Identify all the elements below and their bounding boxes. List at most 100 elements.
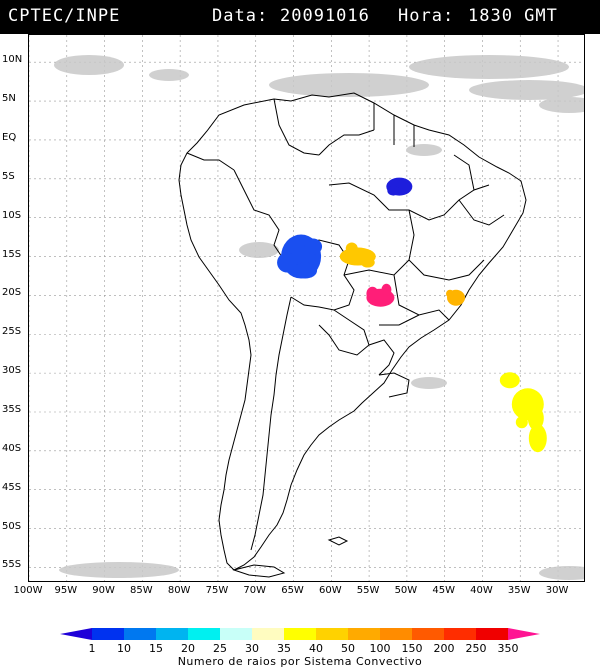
colorbar-segment [92, 628, 125, 640]
institution-label: CPTEC/INPE [8, 6, 121, 26]
storm-cells [277, 177, 547, 453]
colorbar-tick-label: 25 [213, 642, 227, 655]
colorbar-segment [284, 628, 317, 640]
cloud-cover [54, 55, 584, 580]
colorbar-tick-label: 30 [245, 642, 259, 655]
graticule [29, 35, 584, 581]
colorbar-tick-label: 50 [341, 642, 355, 655]
storm-blob [499, 372, 520, 389]
colorbar-tick-label: 1 [88, 642, 96, 655]
date-label: Data: [212, 6, 269, 26]
longitude-label: 60W [318, 585, 342, 596]
storm-blob [360, 257, 375, 268]
storm-magenta-mato-grosso-sul [366, 283, 395, 307]
colorbar-segment [252, 628, 285, 640]
longitude-label: 55W [356, 585, 380, 596]
latitude-label: 50S [2, 520, 22, 532]
time-value: 1830 GMT [468, 6, 558, 26]
latitude-label: 15S [2, 248, 22, 260]
colorbar-segment [476, 628, 509, 640]
border-paraguay [318, 309, 370, 356]
border-uruguay [378, 372, 410, 398]
colorbar-segment [124, 628, 157, 640]
colorbar-segment [348, 628, 381, 640]
latitude-label: 25S [2, 326, 22, 338]
latitude-label: 5N [2, 93, 16, 105]
longitude-label: 30W [545, 585, 569, 596]
colorbar-tick-label: 40 [309, 642, 323, 655]
border-argentina-brazil [368, 339, 395, 376]
border-peru-brazil [233, 169, 285, 261]
latitude-label: 20S [2, 287, 22, 299]
colorbar-tick-label: 10 [117, 642, 131, 655]
border-colombia-venezuela [273, 98, 320, 156]
storm-blob [387, 185, 400, 196]
latitude-label: 45S [2, 481, 22, 493]
longitude-label: 100W [13, 585, 43, 596]
storm-blob [527, 406, 544, 431]
longitude-label: 40W [470, 585, 493, 596]
storm-blob [446, 289, 455, 298]
longitude-label: 90W [92, 585, 115, 596]
storm-yellow-atlantic [499, 372, 547, 453]
date-value: 20091016 [280, 6, 370, 26]
storm-blob [293, 262, 318, 279]
time-label: Hora: [398, 6, 455, 26]
colorbar-segment [156, 628, 189, 640]
colorbar-segment [508, 628, 540, 640]
storm-blob [515, 416, 528, 429]
border-venezuela-brazil [318, 129, 375, 156]
colorbar-segment [316, 628, 349, 640]
storm-blob [528, 424, 547, 453]
colorbar [60, 628, 540, 640]
colorbar-segment [60, 628, 92, 640]
colorbar-tick-label: 250 [465, 642, 487, 655]
longitude-label: 45W [432, 585, 455, 596]
map-panel [28, 34, 585, 582]
longitude-label: 85W [130, 585, 153, 596]
latitude-label: 40S [2, 442, 22, 454]
south-america-coastline [178, 92, 527, 571]
longitude-label: 50W [394, 585, 418, 596]
border-guianas [373, 103, 415, 147]
colorbar-caption: Numero de raios por Sistema Convectivo [177, 655, 423, 668]
longitude-label: 65W [281, 585, 304, 596]
storm-blob [277, 252, 298, 273]
colorbar-tick-label: 35 [277, 642, 291, 655]
colorbar-segment [188, 628, 221, 640]
storm-orange-minas [446, 289, 466, 306]
colorbar-segment [380, 628, 413, 640]
colorbar-tick-label: 200 [433, 642, 455, 655]
colorbar-tick-label: 150 [401, 642, 423, 655]
longitude-label: 95W [54, 585, 78, 596]
longitude-label: 70W [243, 585, 267, 596]
longitude-label: 75W [205, 585, 229, 596]
latitude-label: 5S [2, 170, 15, 182]
longitude-label: 80W [167, 585, 191, 596]
falkland-islands [327, 536, 349, 546]
storm-blob [366, 286, 379, 301]
storm-blue-amazon [277, 234, 323, 279]
storm-blob [345, 242, 358, 255]
colorbar-segment [220, 628, 253, 640]
colorbar-tick-label: 100 [369, 642, 391, 655]
border-ecuador-peru [186, 152, 235, 171]
colorbar-tick-label: 15 [149, 642, 163, 655]
border-chile-argentina [250, 296, 292, 551]
latitude-label: 35S [2, 403, 22, 415]
tierra-del-fuego [232, 564, 286, 578]
colorbar-tick-label: 20 [181, 642, 195, 655]
storm-darkblue-para [386, 177, 413, 196]
storm-blob [381, 283, 392, 296]
latitude-label: 55S [2, 559, 22, 571]
colorbar-segment [444, 628, 477, 640]
brazil-states [328, 154, 505, 326]
header-bar: CPTEC/INPE Data: 20091016 Hora: 1830 GMT [0, 0, 600, 34]
latitude-label: EQ [2, 131, 17, 143]
coastline-and-borders [178, 92, 527, 578]
south-america-map [29, 35, 584, 581]
latitude-label: 10S [2, 209, 22, 221]
storm-blob [304, 238, 323, 255]
storm-orange-mato-grosso [339, 242, 376, 268]
colorbar-segment [412, 628, 445, 640]
